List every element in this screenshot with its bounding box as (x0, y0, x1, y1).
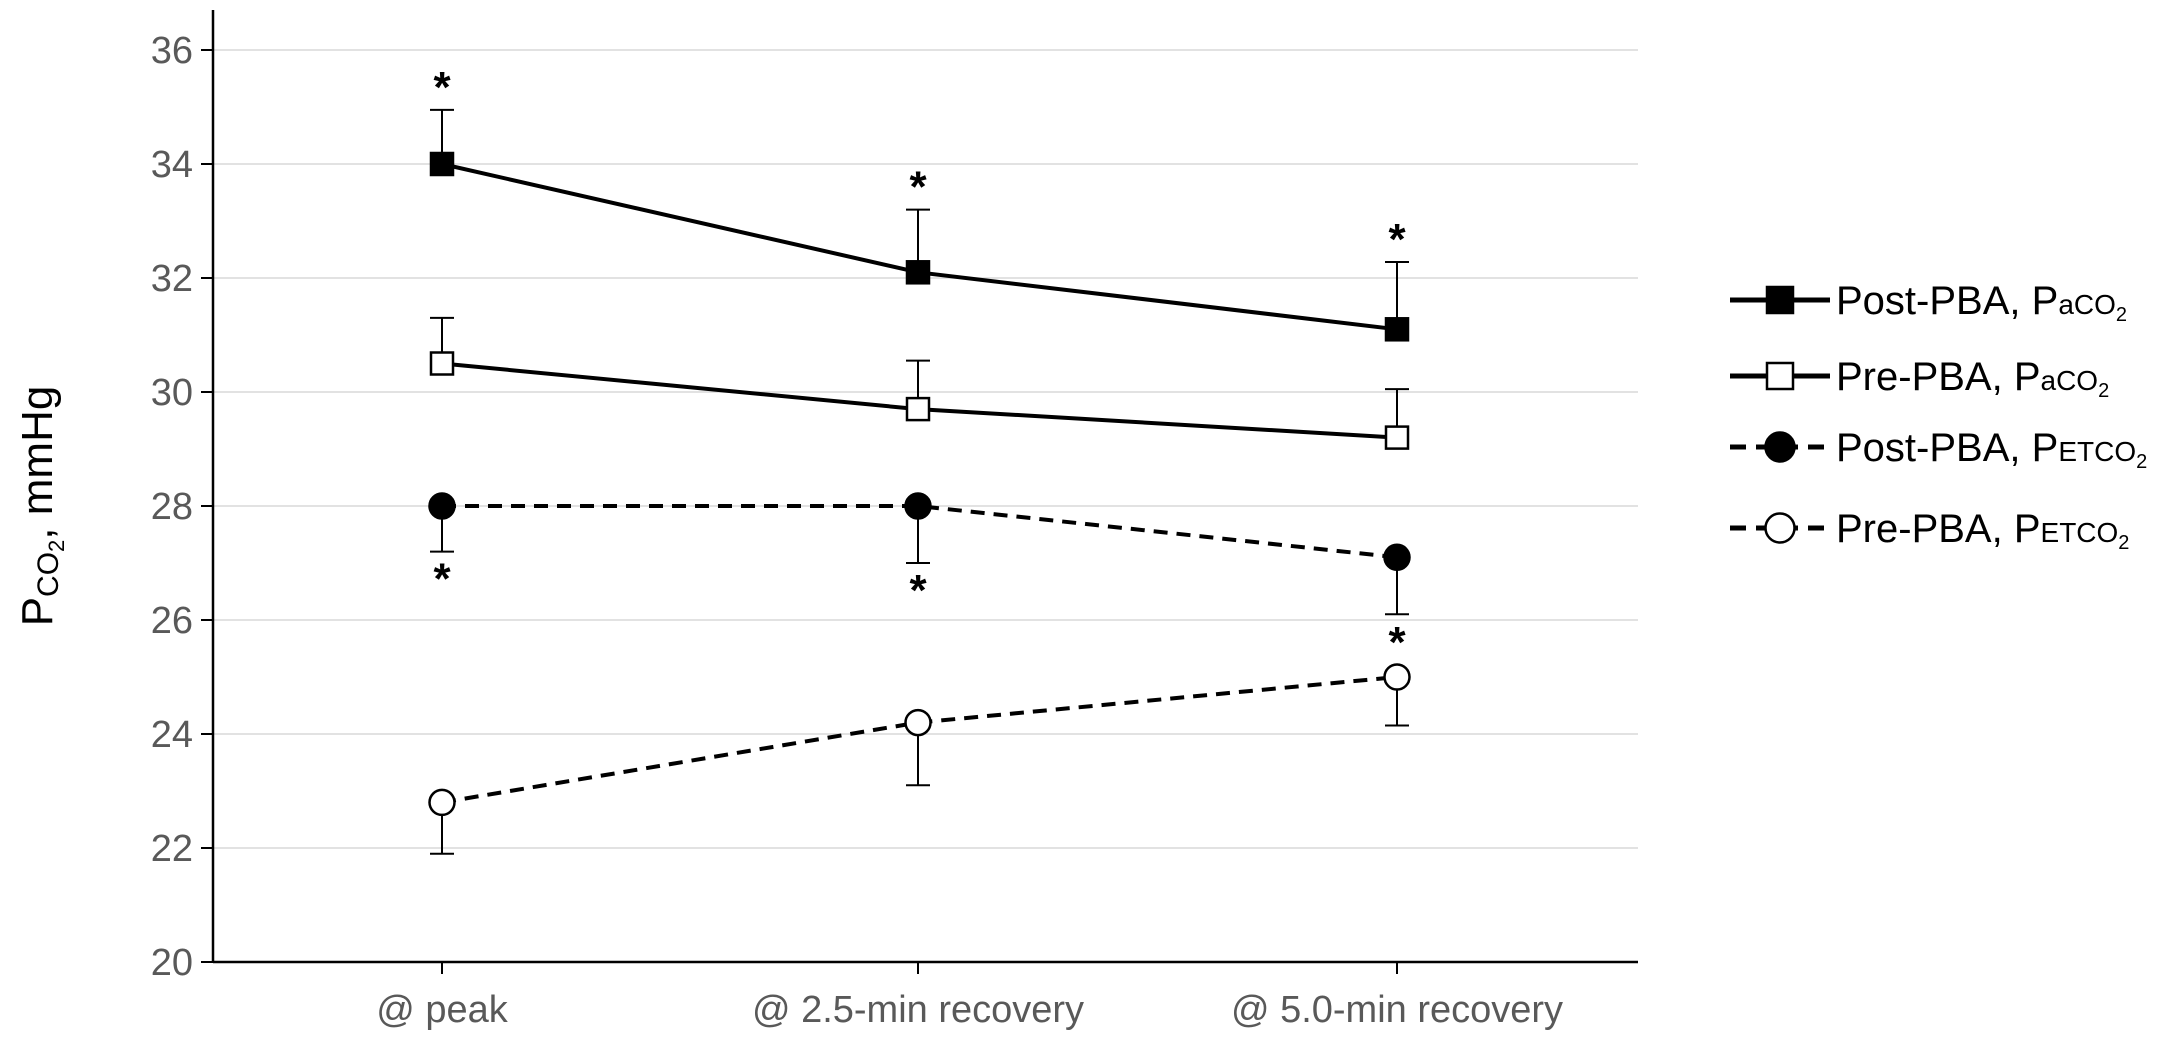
x-axis-ticks: @ peak @ 2.5-min recovery @ 5.0-min recove… (376, 962, 1563, 1031)
data-point (429, 351, 455, 376)
series-line (441, 675, 1398, 805)
legend-label: Pre-PBA, PETCO2 (1836, 507, 2129, 554)
legend-label: Post-PBA, PETCO2 (1836, 426, 2147, 473)
x-tick-label: @ 5.0-min recovery (1231, 989, 1563, 1031)
data-point (905, 260, 931, 285)
x-tick-label: @ peak (376, 989, 509, 1031)
y-tick-label: 26 (151, 600, 193, 642)
data-point (1383, 663, 1411, 691)
legend-marker (1765, 285, 1795, 315)
y-tick-label: 28 (151, 486, 193, 528)
significance-marker: * (433, 63, 451, 112)
data-point (904, 492, 932, 520)
data-point (1383, 543, 1411, 572)
series-0: * * * (429, 63, 1410, 342)
series-1 (429, 316, 1410, 450)
y-tick-label: 20 (151, 942, 193, 984)
data-point (428, 788, 456, 817)
data-point (1384, 425, 1410, 450)
y-axis-label: PCO2, mmHg (13, 386, 69, 627)
legend-marker (1764, 512, 1796, 544)
data-point (429, 151, 455, 177)
y-tick-label: 34 (151, 144, 193, 186)
series-2: * * (428, 492, 1411, 616)
y-tick-label: 36 (151, 30, 193, 72)
data-point (1384, 317, 1410, 342)
significance-marker: * (909, 163, 927, 212)
legend-label: Post-PBA, PaCO2 (1836, 279, 2127, 326)
data-point (904, 708, 932, 737)
series-group: **** ** (428, 63, 1411, 855)
legend-item-2: Post-PBA, PETCO2 (1730, 426, 2147, 473)
significance-marker: * (909, 566, 927, 615)
legend-item-1: Pre-PBA, PaCO2 (1730, 355, 2109, 402)
legend-item-0: Post-PBA, PaCO2 (1730, 279, 2127, 326)
legend-marker (1764, 431, 1796, 463)
significance-marker: * (433, 555, 451, 604)
axes (211, 10, 1638, 964)
data-point (428, 492, 456, 520)
y-axis-ticks: 20 22 24 26 28 30 32 34 36 (151, 30, 213, 984)
y-tick-label: 24 (151, 714, 193, 756)
significance-marker: * (1388, 618, 1406, 667)
legend-item-3: Pre-PBA, PETCO2 (1730, 507, 2129, 554)
legend-marker (1765, 361, 1795, 391)
series-3: * (428, 618, 1411, 855)
y-tick-label: 30 (151, 372, 193, 414)
significance-marker: * (1388, 215, 1406, 264)
legend-label: Pre-PBA, PaCO2 (1836, 355, 2109, 402)
y-tick-label: 22 (151, 828, 193, 870)
y-tick-label: 32 (151, 258, 193, 300)
data-point (905, 396, 931, 422)
x-tick-label: @ 2.5-min recovery (752, 989, 1084, 1031)
legend: Post-PBA, PaCO2 Pre-PBA, PaCO2 Post-PBA, P… (1730, 279, 2147, 554)
